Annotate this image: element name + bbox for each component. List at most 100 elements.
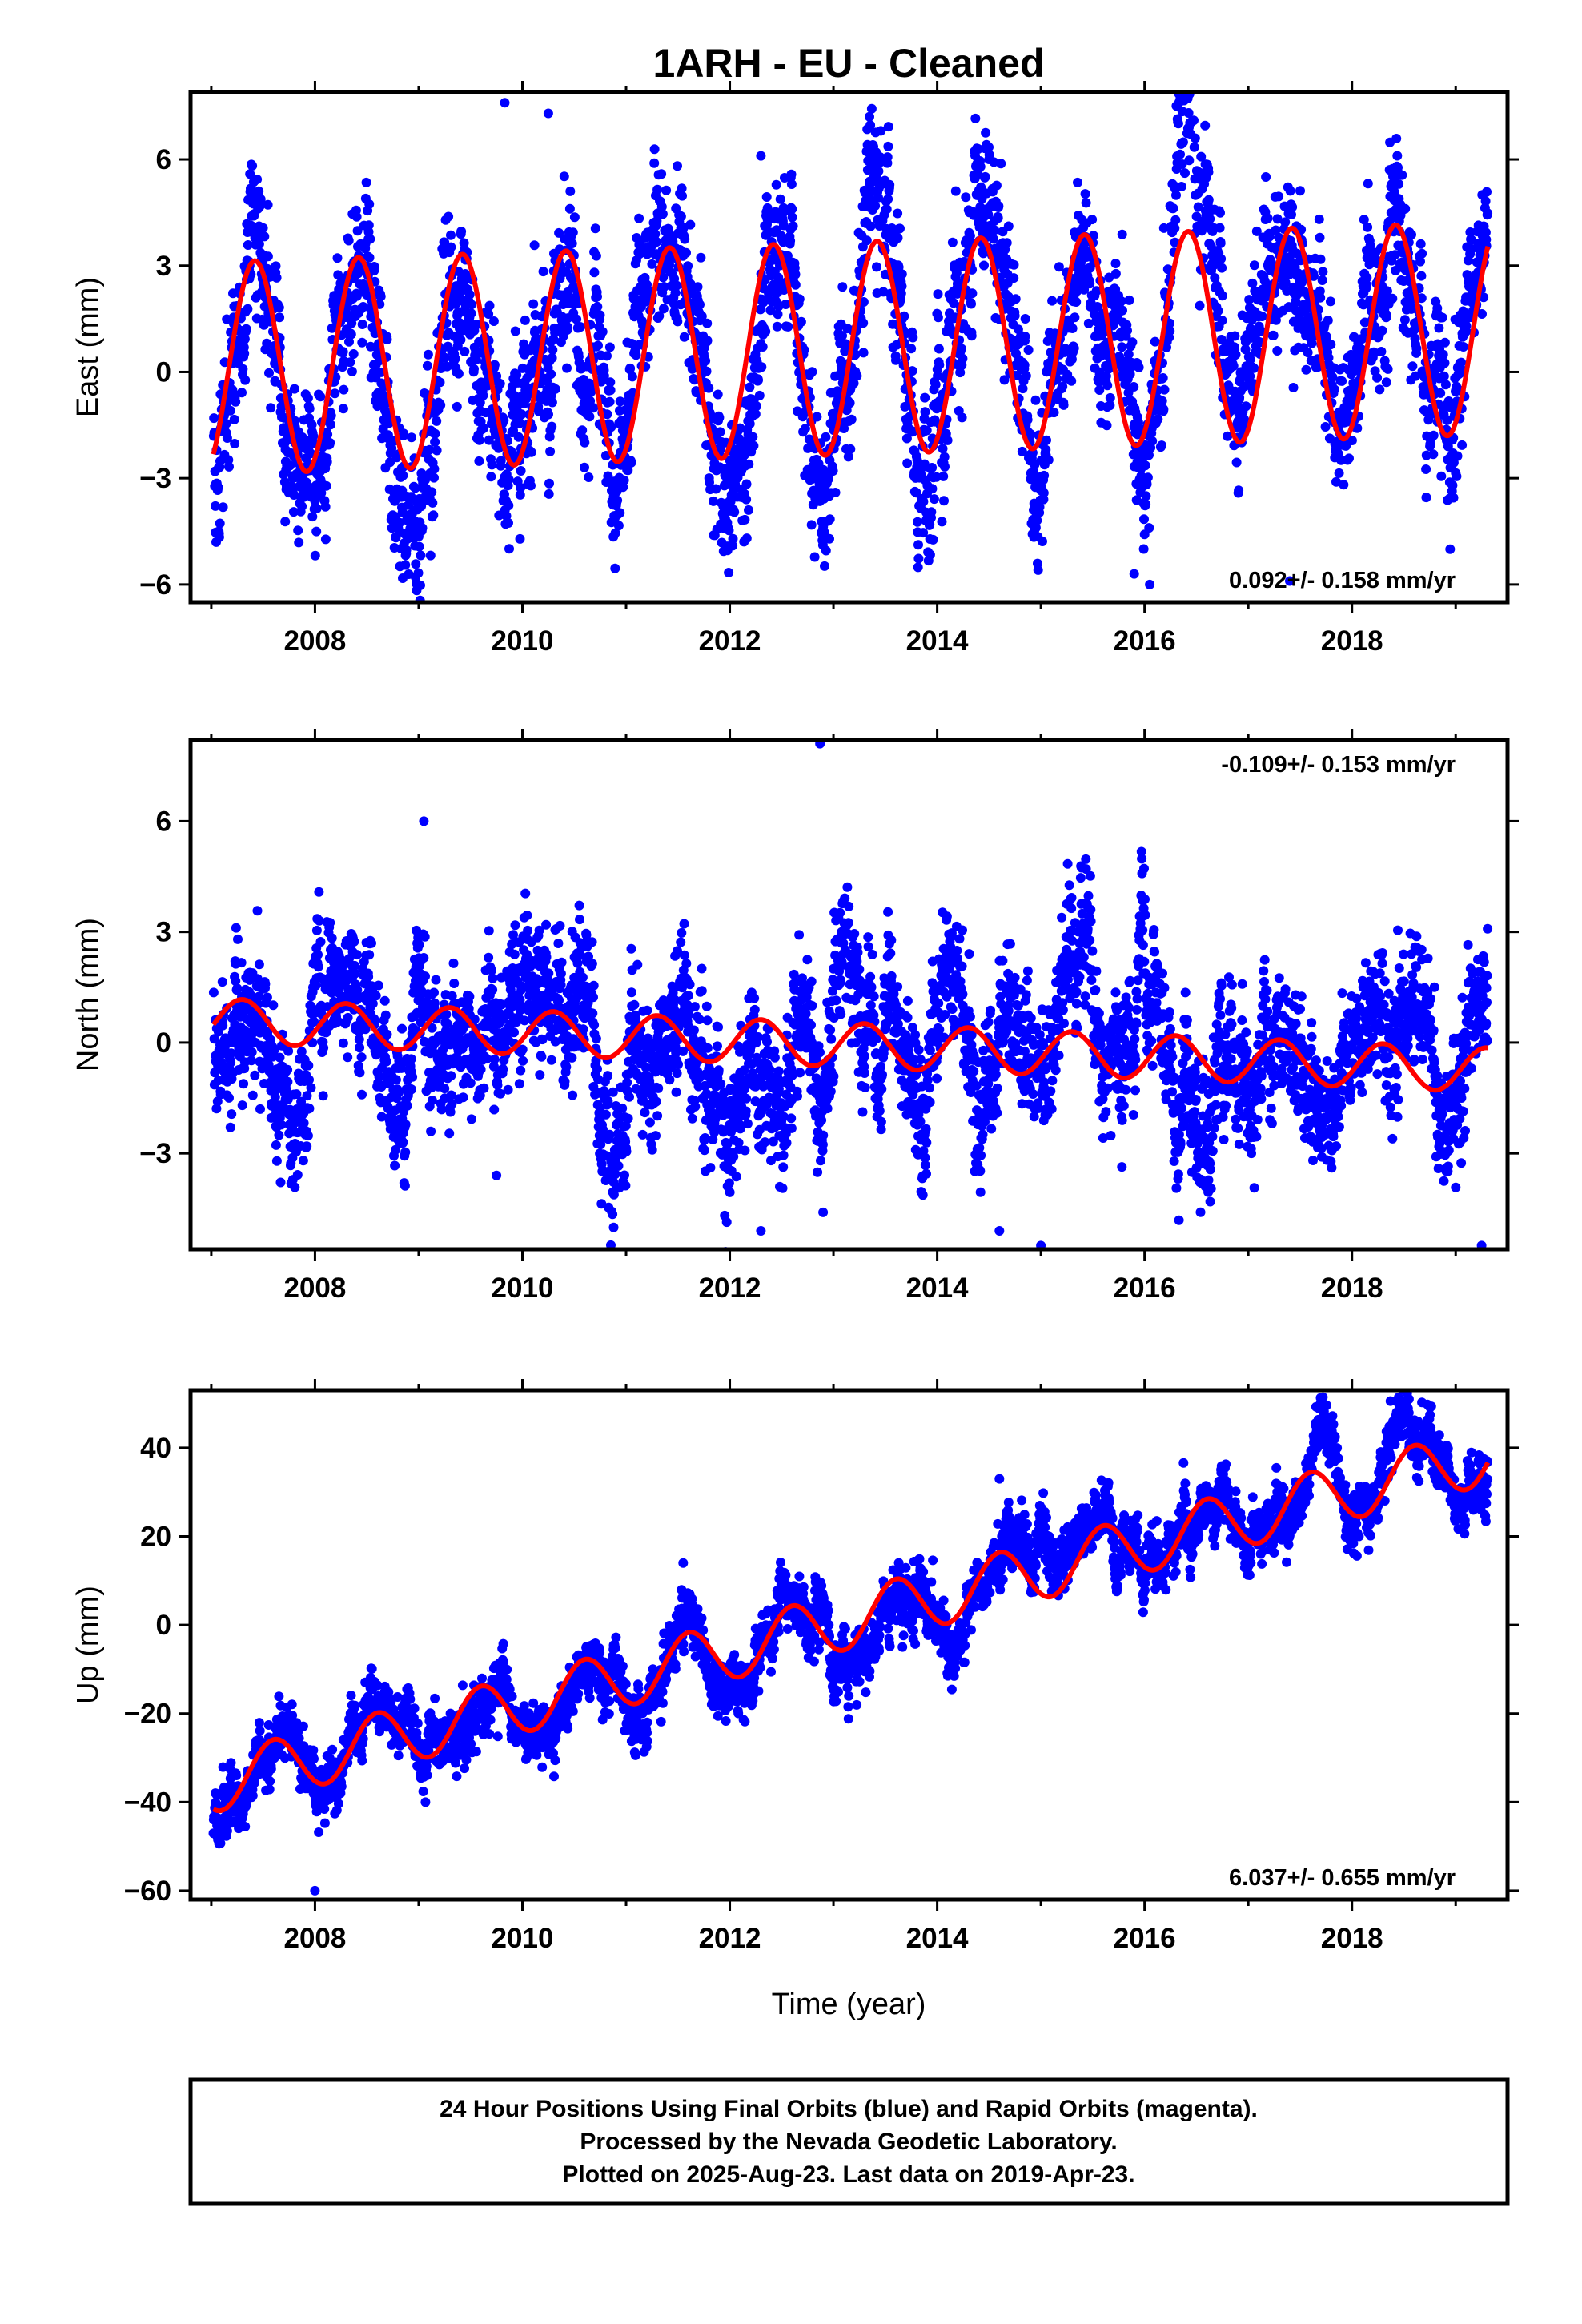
east-data-point xyxy=(631,350,641,360)
east-data-point xyxy=(1189,115,1199,126)
east-data-point xyxy=(1376,347,1387,356)
east-data-point xyxy=(407,432,416,443)
east-data-point xyxy=(562,322,572,332)
east-data-point xyxy=(955,368,966,378)
east-data-point xyxy=(897,281,907,292)
east-data-point xyxy=(584,412,595,422)
east-data-point xyxy=(871,262,881,272)
east-data-point xyxy=(1183,44,1193,54)
east-data-point xyxy=(572,314,582,324)
east-data-point xyxy=(1320,422,1331,432)
east-data-point xyxy=(568,274,578,284)
east-data-point xyxy=(1122,325,1132,336)
east-data-point xyxy=(771,179,781,190)
east-data-point xyxy=(947,237,958,247)
east-data-point xyxy=(787,204,797,215)
east-data-point xyxy=(288,507,299,517)
east-data-point xyxy=(590,223,600,234)
east-data-point xyxy=(828,466,838,476)
north-data-point xyxy=(381,1056,391,1067)
east-data-point xyxy=(665,259,674,270)
east-data-point xyxy=(1263,213,1273,223)
east-data-point xyxy=(526,480,536,491)
east-data-point xyxy=(243,240,253,250)
east-data-point xyxy=(825,533,834,544)
east-data-point xyxy=(576,322,585,332)
east-data-point xyxy=(967,288,978,299)
east-data-point xyxy=(323,429,333,440)
east-data-point xyxy=(787,212,797,223)
north-data-point xyxy=(431,975,441,985)
east-data-point xyxy=(1477,309,1487,319)
east-data-point xyxy=(821,432,831,442)
north-data-point xyxy=(406,1054,416,1064)
east-data-point xyxy=(1147,436,1158,446)
east-data-point xyxy=(1314,214,1324,224)
east-data-point xyxy=(846,414,857,424)
east-data-point xyxy=(913,562,923,573)
east-data-point xyxy=(230,439,240,448)
east-data-point xyxy=(1157,440,1166,451)
east-data-point xyxy=(1231,457,1242,468)
east-data-point xyxy=(937,517,947,527)
east-data-point xyxy=(1042,336,1053,346)
east-data-point xyxy=(1372,372,1383,383)
east-data-point xyxy=(1182,81,1191,90)
east-data-point xyxy=(604,342,615,352)
east-data-point xyxy=(264,368,274,378)
east-data-point xyxy=(513,432,524,442)
east-data-point xyxy=(1326,296,1335,307)
east-data-point xyxy=(913,540,923,550)
east-data-point xyxy=(1445,544,1456,554)
east-data-point xyxy=(1168,203,1178,214)
east-data-point xyxy=(464,289,475,300)
east-data-point xyxy=(1124,295,1134,305)
east-data-point xyxy=(697,311,707,321)
north-data-point xyxy=(436,1104,447,1115)
east-data-point xyxy=(751,401,761,412)
east-data-point xyxy=(852,371,862,381)
north-data-point xyxy=(254,959,264,970)
east-data-point xyxy=(440,352,450,363)
east-data-point xyxy=(1071,297,1082,307)
north-data-point xyxy=(227,1109,237,1120)
east-data-point xyxy=(1217,263,1227,273)
east-data-point xyxy=(1280,217,1291,227)
north-data-point xyxy=(444,1128,455,1139)
east-data-point xyxy=(881,204,892,215)
east-data-point xyxy=(466,300,476,310)
east-data-point xyxy=(741,479,752,489)
east-data-point xyxy=(347,366,357,376)
east-data-point xyxy=(845,398,855,408)
east-data-point xyxy=(1142,472,1153,483)
east-data-point xyxy=(1178,137,1188,147)
east-data-point xyxy=(939,452,950,462)
east-data-point xyxy=(332,253,343,263)
east-data-point xyxy=(1020,332,1030,342)
east-data-point xyxy=(1217,291,1227,301)
north-data-point xyxy=(268,1000,279,1011)
east-data-point xyxy=(658,304,669,314)
east-data-point xyxy=(1400,203,1411,214)
east-data-point xyxy=(754,390,765,400)
east-data-point xyxy=(592,301,603,312)
east-data-point xyxy=(940,461,950,472)
east-data-point xyxy=(702,336,713,346)
east-data-point xyxy=(613,521,624,531)
east-data-point xyxy=(1085,279,1095,289)
north-data-point xyxy=(306,1083,316,1093)
east-data-point xyxy=(263,199,273,210)
east-data-point xyxy=(683,261,693,271)
east-data-point xyxy=(950,186,961,196)
east-data-point xyxy=(1363,179,1373,189)
east-data-point xyxy=(800,424,810,434)
east-data-point xyxy=(435,377,445,388)
east-data-point xyxy=(1180,168,1190,179)
east-data-point xyxy=(925,549,935,560)
east-data-point xyxy=(693,282,703,292)
east-data-point xyxy=(486,472,496,482)
east-data-point xyxy=(1381,377,1391,388)
east-data-point xyxy=(1440,380,1451,390)
